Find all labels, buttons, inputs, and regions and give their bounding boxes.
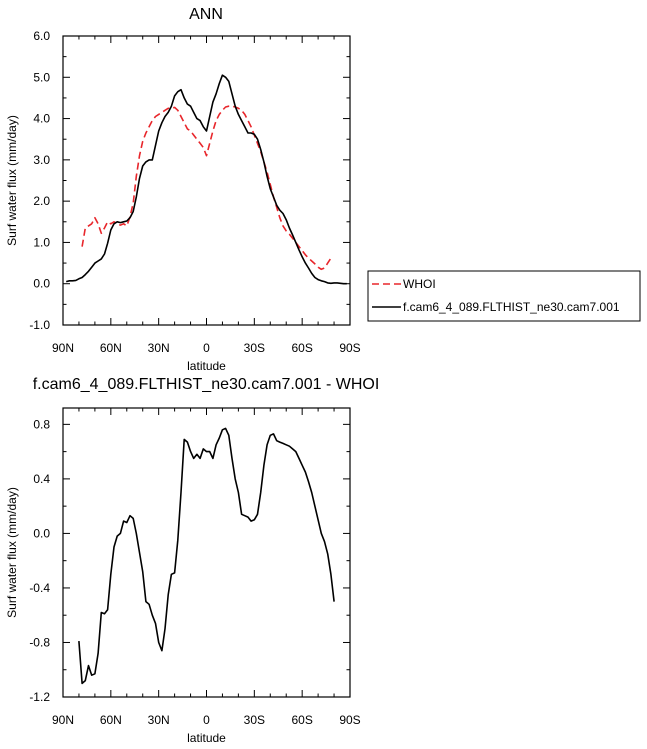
y-tick-label: 0.0 bbox=[33, 526, 50, 540]
top-panel-mean-flux: ANN 90N 60N 30N 0 30S 60S 90S -1.0 0.0 1.0 2.0 3.0 4.… bbox=[5, 6, 641, 373]
series-line-0 bbox=[78, 427, 335, 685]
x-axis-label: latitude bbox=[187, 731, 226, 745]
x-tick-label: 30N bbox=[148, 713, 170, 727]
y-tick-label: -1.0 bbox=[29, 318, 50, 332]
y-tick-label: 0.0 bbox=[33, 277, 50, 291]
x-tick-label: 30N bbox=[148, 341, 170, 355]
y-axis-label: Surf water flux (mm/day) bbox=[5, 487, 19, 618]
bottom-panel-difference: f.cam6_4_089.FLTHIST_ne30.cam7.001 - WHO… bbox=[5, 376, 379, 745]
x-tick-label: 30S bbox=[244, 341, 265, 355]
y-tick-label: -1.2 bbox=[29, 690, 50, 704]
y-tick-label: 0.4 bbox=[33, 472, 50, 486]
y-tick-label: 2.0 bbox=[33, 194, 50, 208]
x-tick-label: 90S bbox=[339, 713, 360, 727]
y-tick-label: 6.0 bbox=[33, 29, 50, 43]
y-axis-label: Surf water flux (mm/day) bbox=[5, 115, 19, 246]
x-tick-label: 90N bbox=[52, 713, 74, 727]
x-tick-label: 60S bbox=[291, 341, 312, 355]
x-axis-label: latitude bbox=[187, 359, 226, 373]
x-tick-label: 0 bbox=[203, 341, 210, 355]
legend-label-1: f.cam6_4_089.FLTHIST_ne30.cam7.001 bbox=[403, 300, 620, 314]
x-tick-label: 60S bbox=[291, 713, 312, 727]
y-tick-label: -0.8 bbox=[29, 635, 50, 649]
x-tick-label: 60N bbox=[100, 713, 122, 727]
y-tick-label: 3.0 bbox=[33, 153, 50, 167]
legend-box bbox=[367, 270, 641, 322]
x-tick-label: 60N bbox=[100, 341, 122, 355]
y-tick-label: -0.4 bbox=[29, 581, 50, 595]
series-line-0 bbox=[81, 105, 332, 271]
y-tick-label: 4.0 bbox=[33, 112, 50, 126]
series-line-1 bbox=[66, 74, 347, 285]
x-tick-label: 90N bbox=[52, 341, 74, 355]
x-tick-label: 0 bbox=[203, 713, 210, 727]
y-tick-label: 1.0 bbox=[33, 235, 50, 249]
chart-title: ANN bbox=[189, 6, 223, 23]
legend-label-0: WHOI bbox=[403, 277, 436, 291]
y-tick-label: 5.0 bbox=[33, 70, 50, 84]
plot-frame bbox=[62, 35, 351, 326]
x-tick-label: 30S bbox=[244, 713, 265, 727]
x-tick-label: 90S bbox=[339, 341, 360, 355]
y-tick-label: 0.8 bbox=[33, 417, 50, 431]
chart-title: f.cam6_4_089.FLTHIST_ne30.cam7.001 - WHO… bbox=[33, 376, 380, 393]
